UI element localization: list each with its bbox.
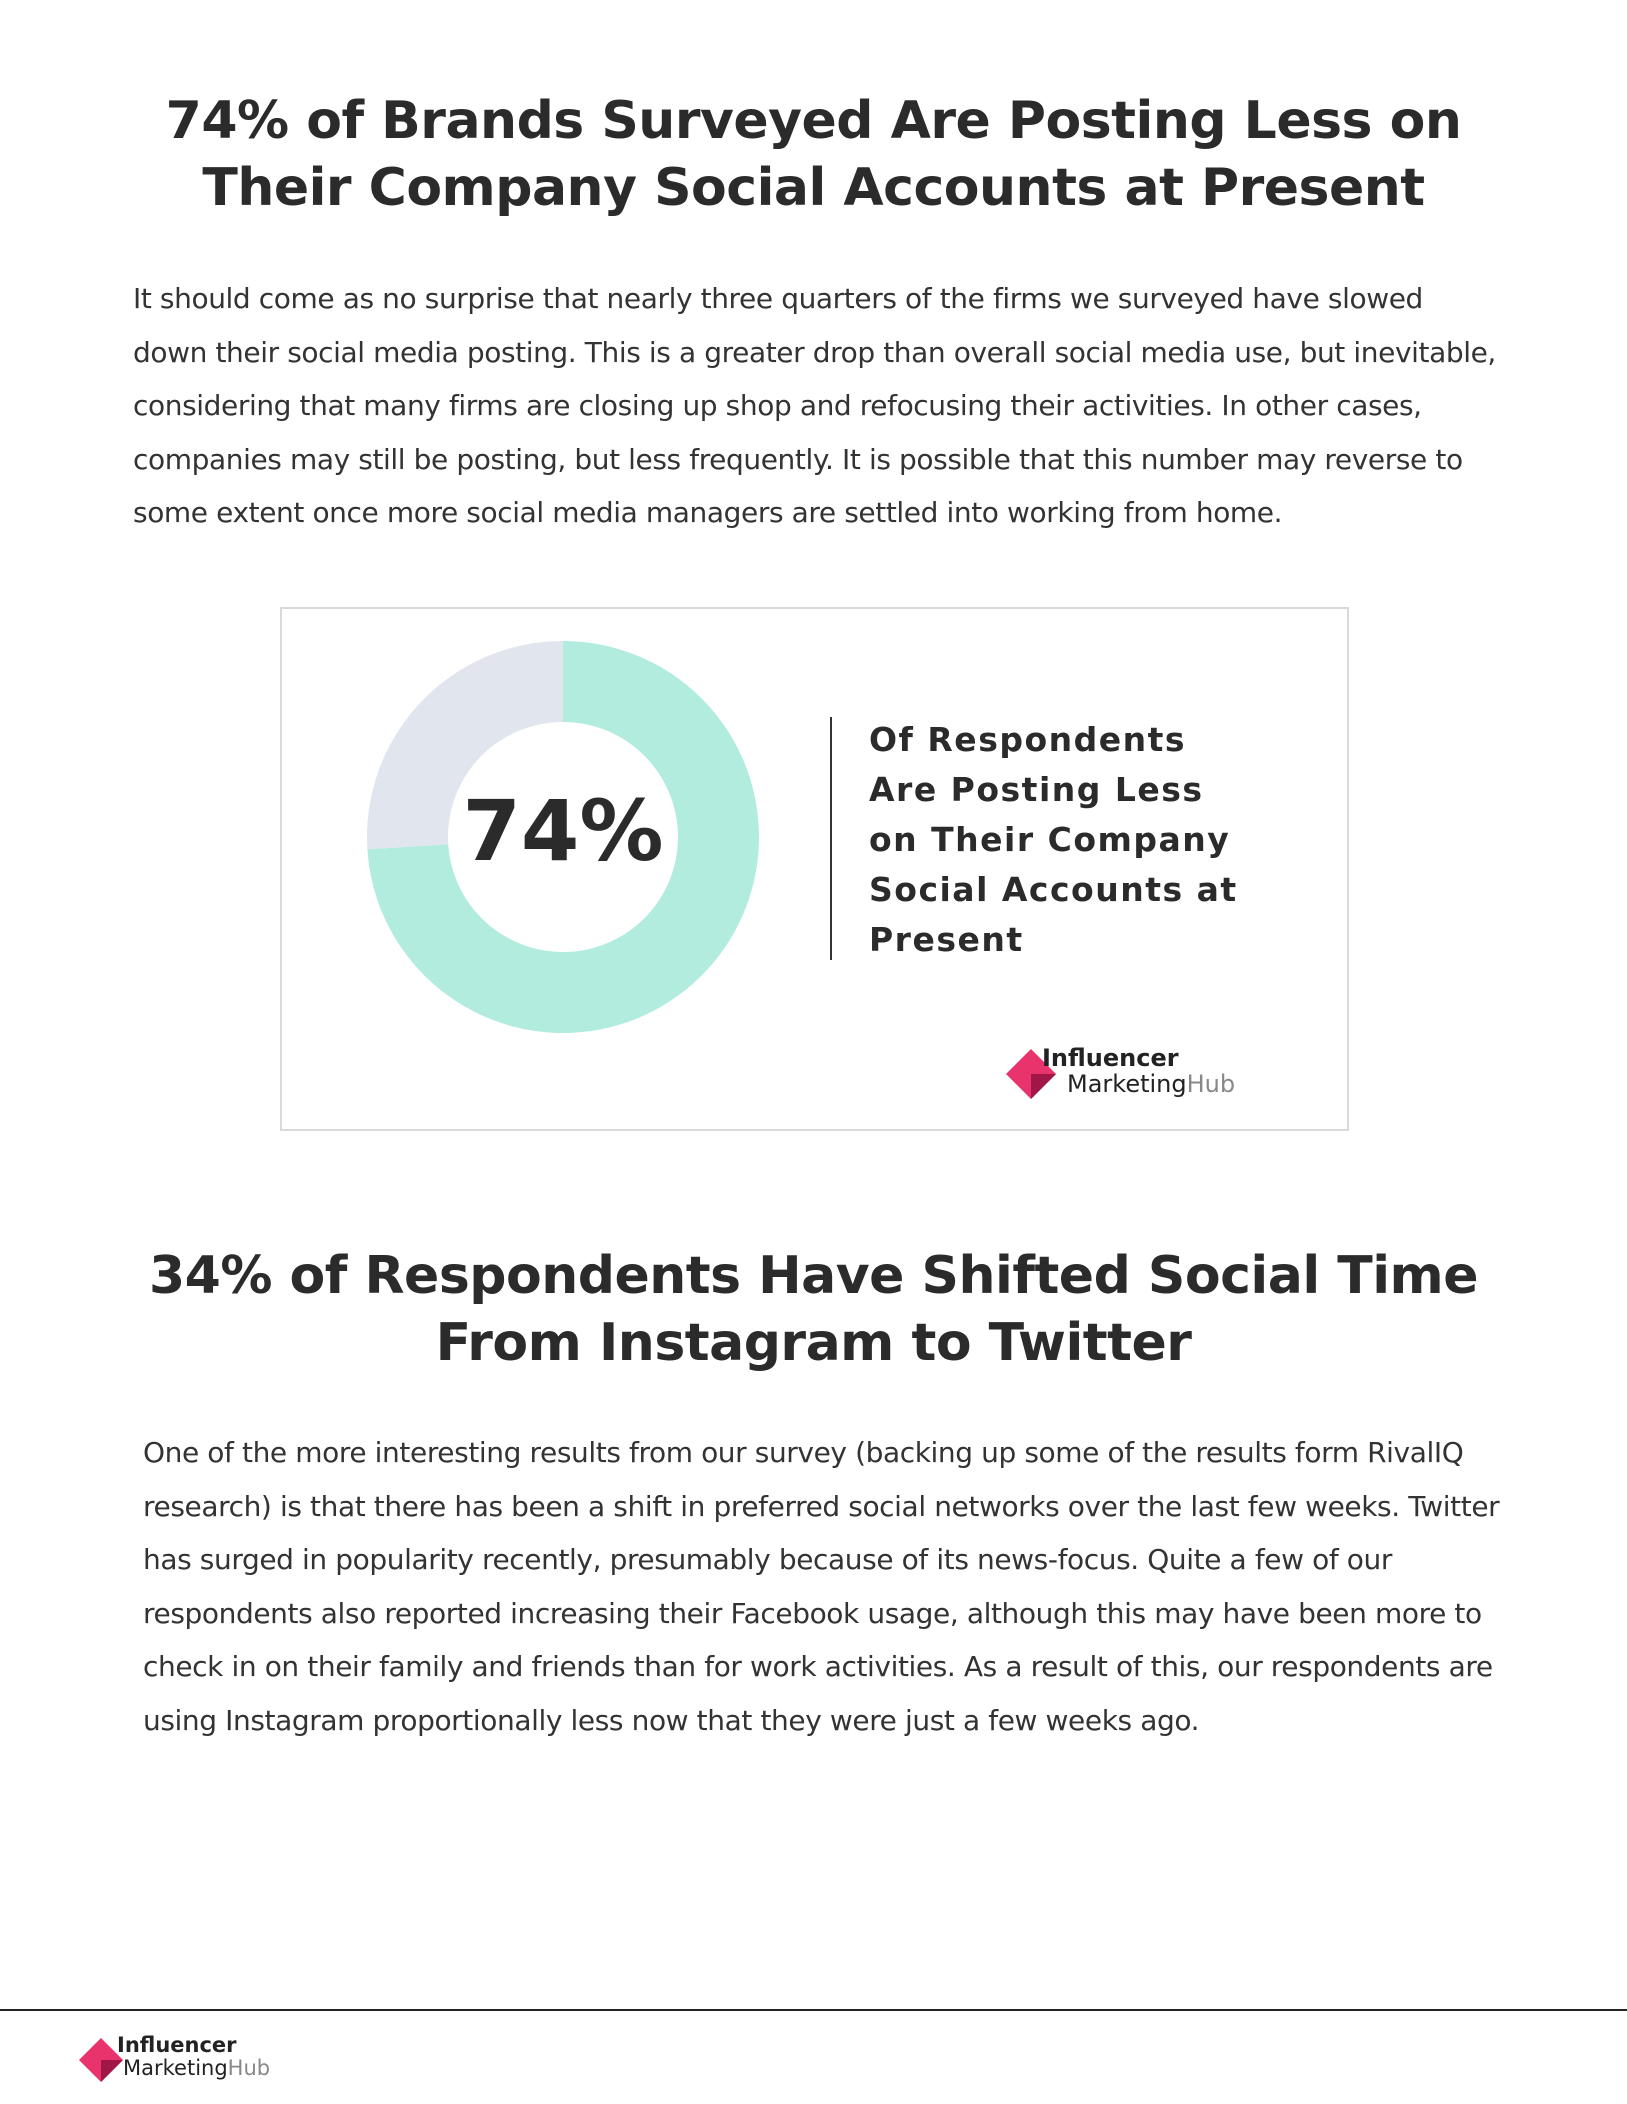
logo-mark	[1006, 1049, 1056, 1099]
caption-line: Present	[869, 920, 1024, 959]
donut-chart: 74%	[367, 641, 759, 1033]
title-line: Their Company Social Accounts at Present	[202, 158, 1425, 218]
donut-segment	[367, 641, 563, 850]
paragraph: It should come as no surprise that nearl…	[133, 282, 1496, 529]
logo-text: MarketingHub	[117, 2057, 270, 2080]
logo-text: Hub	[227, 2056, 271, 2080]
logo-text: Marketing	[1067, 1070, 1187, 1098]
title-line: 74% of Brands Surveyed Are Posting Less …	[165, 91, 1462, 151]
chart-caption: Of Respondents Are Posting Less on Their C…	[869, 715, 1238, 965]
caption-line: Are Posting Less	[869, 770, 1204, 809]
logo-text: Influencer	[117, 2033, 237, 2057]
footer-rule	[0, 2009, 1627, 2011]
title-line: 34% of Respondents Have Shifted Social T…	[148, 1246, 1479, 1306]
paragraph: One of the more interesting results from…	[143, 1436, 1500, 1737]
logo-text: Influencer	[1042, 1044, 1179, 1072]
logo: Influencer MarketingHub	[1006, 1044, 1235, 1099]
chart-card: 74% Of Respondents Are Posting Less on The…	[280, 607, 1349, 1131]
title-line: From Instagram to Twitter	[435, 1313, 1192, 1373]
section-title: 74% of Brands Surveyed Are Posting Less …	[0, 88, 1627, 222]
caption-line: Social Accounts at	[869, 870, 1238, 909]
logo-mark	[79, 2038, 123, 2082]
center-label: 74%	[462, 782, 663, 880]
divider	[830, 717, 832, 960]
logo-text: MarketingHub	[1042, 1071, 1235, 1097]
caption-line: on Their Company	[869, 820, 1231, 859]
logo-text: Marketing	[123, 2056, 228, 2080]
logo-text: Hub	[1186, 1070, 1236, 1098]
caption-line: Of Respondents	[869, 720, 1187, 759]
donut-segment	[367, 641, 759, 1033]
logo: Influencer MarketingHub	[79, 2033, 270, 2082]
section-title: 34% of Respondents Have Shifted Social T…	[0, 1243, 1627, 1377]
